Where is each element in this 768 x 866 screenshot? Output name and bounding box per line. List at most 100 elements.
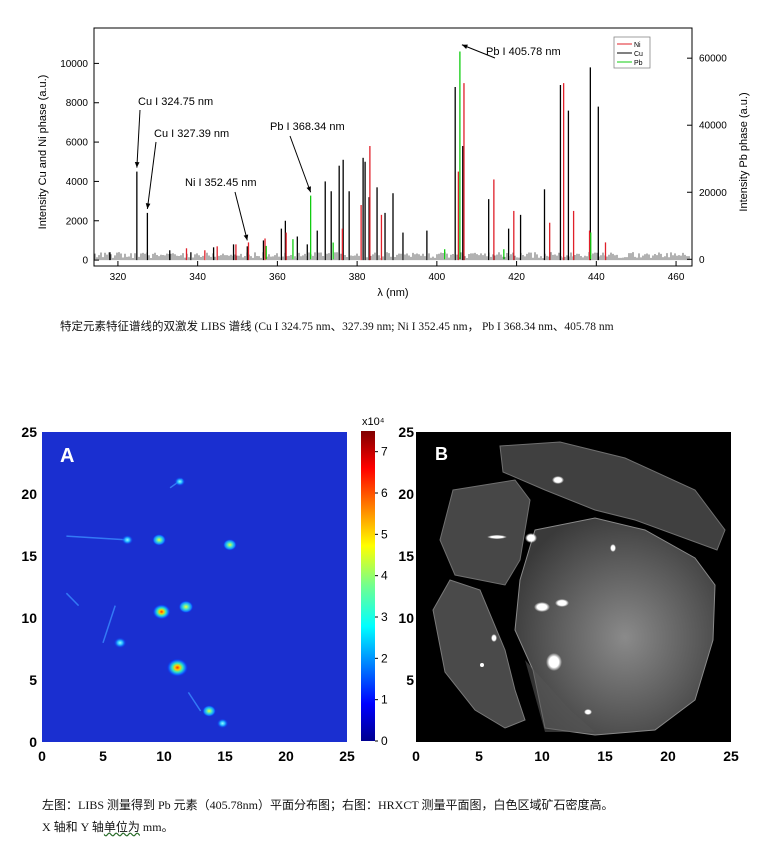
hotspot [223, 539, 237, 551]
x-tick-label: 25 [723, 748, 739, 764]
x-tick-label: 420 [508, 272, 525, 283]
peak-annotation: Pb I 368.34 nm [270, 121, 345, 133]
y-right-tick-label: 40000 [699, 121, 727, 132]
y-tick-label: 15 [21, 548, 37, 564]
x-tick-label: 360 [269, 272, 286, 283]
hotspot [121, 535, 134, 545]
ylabel-left: Intensity Cu and Ni phase (a.u.) [37, 75, 49, 230]
y-tick-label: 6000 [66, 138, 89, 149]
hotspot [152, 604, 171, 620]
y-tick-label: 20 [398, 486, 414, 502]
y-tick-label: 4000 [66, 177, 89, 188]
hotspot [216, 718, 229, 729]
caption-bottom-line1: 左图：LIBS 测量得到 Pb 元素（405.78nm）平面分布图；右图：HRX… [42, 798, 614, 812]
ct-dense-spots [480, 476, 616, 715]
caption-bottom-line2-wavy: 单位为 [103, 820, 140, 834]
y-tick-label: 2000 [66, 216, 89, 227]
arrow-head [145, 203, 151, 209]
caption-bottom-line2-pre: X 轴和 Y 轴 [42, 820, 104, 834]
map-b-label: B [435, 444, 448, 464]
annotation-arrow [146, 141, 157, 210]
colorbar-exponent: x10⁴ [362, 416, 385, 428]
hotspot [174, 477, 186, 487]
peak-annotation: Cu I 324.75 nm [138, 96, 213, 108]
hotspot [166, 658, 189, 677]
map-a-label: A [60, 445, 74, 467]
colorbar-tick-label: 3 [381, 610, 388, 624]
heatmap-a-points [65, 477, 237, 729]
arrow-head [243, 234, 249, 241]
x-tick-label: 15 [597, 748, 613, 764]
colorbar-tick-label: 4 [381, 569, 388, 583]
x-tick-label: 20 [278, 748, 294, 764]
xlabel: λ (nm) [377, 287, 408, 299]
caption-top: 特定元素特征谱线的双激发 LIBS 谱线 (Cu I 324.75 nm、327… [60, 321, 614, 333]
spectrum-axes: 320 340 360 380 400 420 440 460 0 2000 4000 6000 800… [60, 27, 727, 283]
x-tick-label: 460 [668, 272, 685, 283]
y-tick-label: 5 [29, 672, 37, 688]
x-tick-label: 5 [475, 748, 483, 764]
arrow-head [461, 44, 468, 49]
peak-annotation: Cu I 327.39 nm [154, 128, 229, 140]
x-tick-label: 0 [38, 748, 46, 764]
y-tick-label: 25 [21, 424, 37, 440]
colorbar-tick-label: 0 [381, 734, 388, 748]
x-tick-label: 10 [156, 748, 172, 764]
x-tick-label: 0 [412, 748, 420, 764]
hotspot [152, 534, 166, 546]
colorbar-tick-label: 5 [381, 527, 388, 541]
annotation-arrow [136, 109, 141, 168]
annotation-arrow [234, 191, 248, 241]
spectrum-chart: 320 340 360 380 400 420 440 460 0 2000 4000 6000 800… [37, 27, 750, 299]
heatmap-a-axes: 0 5 10 15 20 25 0 5 10 15 20 25 [21, 424, 355, 764]
heatmap-a-plot [42, 432, 347, 742]
y-tick-label: 15 [398, 548, 414, 564]
arrow-head [306, 186, 311, 193]
y-tick-label: 10 [398, 610, 414, 626]
ct-fragments [432, 441, 726, 736]
colorbar-tick-label: 1 [381, 693, 388, 707]
plot-frame [93, 27, 693, 267]
arrow-head [134, 162, 140, 168]
x-tick-label: 15 [217, 748, 233, 764]
colorbar-tick-label: 2 [381, 651, 388, 665]
legend-cu: Cu [634, 51, 643, 58]
legend: Ni Cu Pb [613, 36, 651, 69]
x-tick-label: 400 [429, 272, 446, 283]
y-tick-label: 10 [21, 610, 37, 626]
trace [102, 605, 116, 644]
colorbar-tick-label: 7 [381, 445, 388, 459]
y-tick-label: 0 [29, 734, 37, 750]
ct-image-b: B 0 5 10 15 20 25 5 10 15 20 25 [398, 424, 739, 764]
spectrum-lines [94, 51, 690, 261]
trace [65, 592, 80, 607]
colorbar-ticks: 0 1 2 3 4 5 6 7 [375, 445, 388, 748]
trace [187, 691, 202, 712]
colorbar [361, 431, 375, 741]
caption-bottom-line2-post: mm。 [139, 820, 174, 834]
peak-annotation: Pb I 405.78 nm [486, 46, 561, 58]
ylabel-right: Intensity Pb phase (a.u.) [738, 92, 750, 211]
x-tick-label: 320 [110, 272, 127, 283]
x-tick-label: 25 [339, 748, 355, 764]
y-tick-label: 5 [406, 672, 414, 688]
y-tick-label: 10000 [60, 59, 88, 70]
annotation-arrow [461, 44, 496, 59]
ct-axes: 0 5 10 15 20 25 5 10 15 20 25 [398, 424, 739, 764]
y-right-tick-label: 60000 [699, 54, 727, 65]
x-tick-label: 20 [660, 748, 676, 764]
y-tick-label: 25 [398, 424, 414, 440]
legend-pb: Pb [634, 60, 643, 67]
peak-annotation: Ni I 352.45 nm [185, 177, 257, 189]
y-right-tick-label: 0 [699, 255, 705, 266]
colorbar-tick-label: 6 [381, 486, 388, 500]
y-right-tick-label: 20000 [699, 188, 727, 199]
legend-ni: Ni [634, 42, 641, 49]
x-tick-label: 10 [534, 748, 550, 764]
y-tick-label: 20 [21, 486, 37, 502]
x-tick-label: 440 [588, 272, 605, 283]
y-tick-label: 8000 [66, 98, 89, 109]
hotspot [202, 705, 216, 717]
caption-bottom-line2: X 轴和 Y 轴单位为 mm。 [42, 816, 762, 838]
x-tick-label: 380 [349, 272, 366, 283]
